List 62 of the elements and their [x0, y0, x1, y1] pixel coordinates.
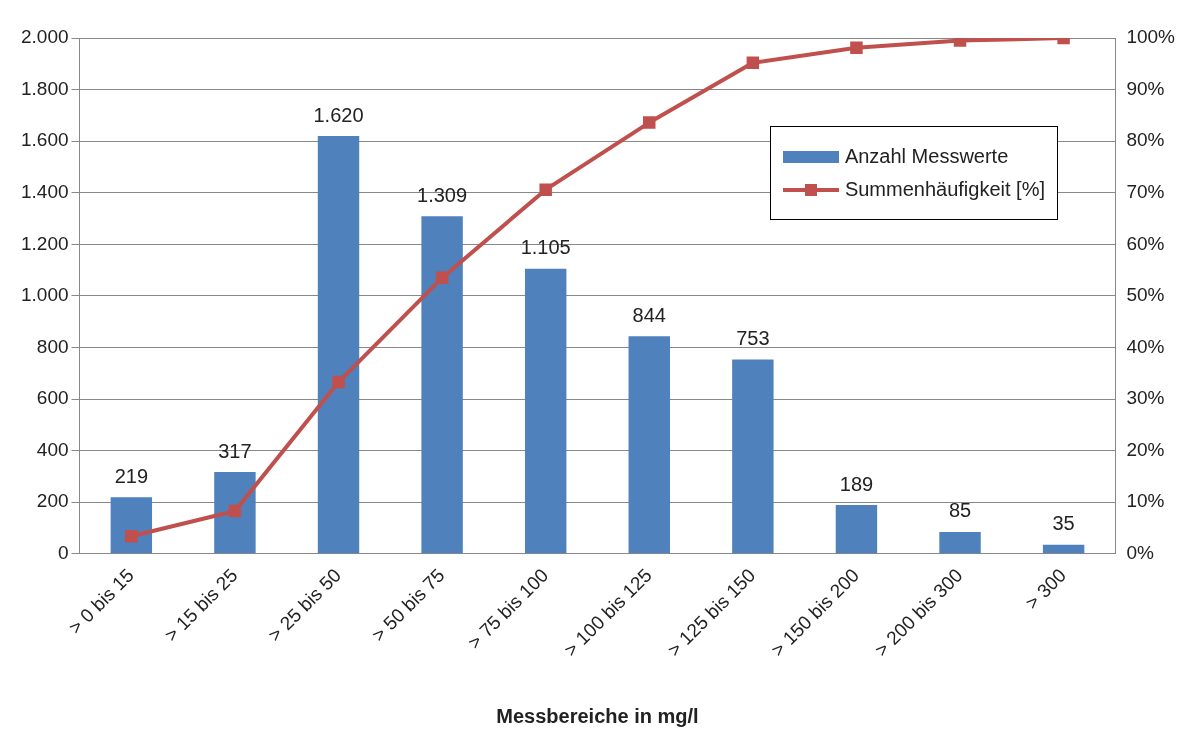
y-tick-label: 1.800 — [21, 77, 69, 99]
point — [539, 183, 552, 196]
bar — [628, 336, 670, 554]
bar — [524, 268, 567, 554]
y2-tick-label: 30% — [1126, 387, 1165, 409]
y-tick-label: 0 — [57, 542, 69, 564]
y-tick-label: 1.600 — [21, 129, 69, 151]
data-label: 85 — [948, 499, 972, 522]
y-tick-label: 1.000 — [21, 284, 69, 306]
x-axis-title: Messbereiche in mg/l — [496, 704, 699, 727]
point — [228, 504, 242, 518]
data-label: 1.105 — [520, 236, 571, 259]
bar — [214, 472, 256, 554]
y2-tick-label: 90% — [1126, 77, 1165, 99]
point — [746, 56, 760, 69]
y2-tick-label: 100% — [1126, 26, 1176, 48]
data-label: 844 — [632, 303, 666, 326]
x-tick-label: > 100 bis 125 — [559, 564, 656, 661]
bar — [732, 359, 774, 554]
x-tick-label: > 15 bis 25 — [160, 564, 242, 646]
point — [125, 530, 138, 543]
point — [850, 41, 863, 55]
y2-tick-label: 60% — [1126, 232, 1165, 254]
x-tick-label: > 200 bis 300 — [870, 564, 967, 661]
y-tick-label: 1.400 — [21, 180, 69, 202]
data-label: 753 — [736, 327, 770, 350]
y-tick-label: 800 — [36, 335, 69, 357]
legend-label: Summenhäufigkeit [%] — [844, 178, 1045, 201]
y-tick-label: 200 — [36, 490, 69, 512]
y2-tick-label: 0% — [1126, 542, 1154, 564]
data-label: 189 — [839, 472, 874, 495]
x-tick-label: > 150 bis 200 — [767, 564, 863, 661]
bar — [835, 505, 878, 554]
x-tick-label: > 75 bis 100 — [463, 564, 553, 653]
data-label: 35 — [1052, 512, 1075, 535]
x-tick-label: > 25 bis 50 — [264, 564, 346, 646]
y-tick-label: 2.000 — [21, 26, 69, 48]
x-tick-label: > 0 bis 15 — [64, 564, 138, 639]
bar — [939, 531, 981, 554]
point — [643, 116, 656, 129]
data-label: 219 — [114, 464, 149, 487]
x-tick-label: > 50 bis 75 — [367, 564, 449, 646]
data-label: 1.309 — [417, 183, 468, 206]
y2-tick-label: 10% — [1126, 490, 1165, 512]
point — [332, 375, 345, 389]
y2-tick-label: 70% — [1126, 180, 1165, 202]
y-tick-label: 1.200 — [21, 232, 69, 254]
data-label: 317 — [218, 439, 252, 462]
point — [435, 271, 449, 285]
y2-tick-label: 40% — [1126, 335, 1165, 357]
y2-tick-label: 50% — [1126, 284, 1165, 306]
x-tick-label: > 300 — [1021, 564, 1071, 614]
y2-tick-label: 20% — [1126, 438, 1165, 460]
legend-label: Anzahl Messwerte — [844, 145, 1009, 168]
data-label: 1.620 — [313, 103, 364, 126]
x-tick-label: > 125 bis 150 — [663, 564, 760, 661]
bar — [1042, 544, 1085, 554]
y-tick-label: 400 — [36, 438, 69, 460]
y-tick-label: 600 — [36, 387, 69, 409]
bar — [317, 136, 360, 554]
y2-tick-label: 80% — [1126, 129, 1165, 151]
bar — [421, 216, 463, 554]
